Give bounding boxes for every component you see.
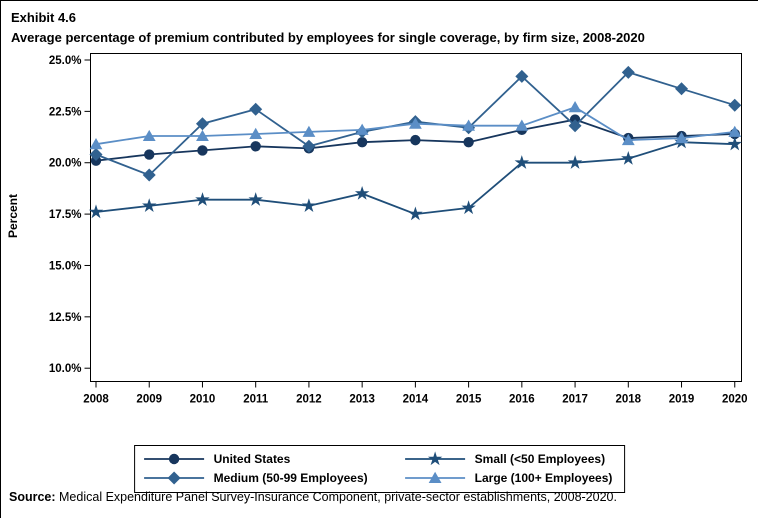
star-marker bbox=[88, 204, 104, 219]
legend-box: United States Small (<50 Employees) Medi… bbox=[133, 445, 626, 493]
y-tick-label: 20.0% bbox=[49, 158, 82, 170]
legend-item-medium-firms: Medium (50-99 Employees) bbox=[143, 470, 368, 486]
triangle-marker bbox=[408, 117, 422, 129]
triangle-marker bbox=[249, 127, 263, 139]
triangle-marker bbox=[428, 471, 442, 483]
star-marker bbox=[142, 198, 157, 212]
star-marker bbox=[195, 192, 210, 206]
triangle-marker bbox=[196, 129, 209, 142]
legend-label: Small (<50 Employees) bbox=[474, 452, 606, 466]
series-line bbox=[95, 141, 735, 216]
triangle-marker bbox=[462, 119, 476, 131]
exhibit-number: Exhibit 4.6 bbox=[11, 10, 77, 25]
triangle-marker bbox=[515, 119, 529, 131]
line-chart-plot: 10.0% 12.5% 15.0% 17.5% 20.0% 22.5% 25.0% 2008 2… bbox=[6, 53, 748, 406]
x-tick-label: 2017 bbox=[562, 394, 588, 406]
source-label: Source: bbox=[9, 490, 56, 504]
y-tick-label: 10.0% bbox=[49, 363, 82, 375]
x-tick-label: 2018 bbox=[616, 394, 642, 406]
triangle-marker bbox=[355, 123, 369, 135]
triangle-marker bbox=[568, 101, 582, 113]
diamond-marker bbox=[568, 119, 582, 133]
series-star bbox=[88, 134, 742, 221]
triangle-marker bbox=[675, 131, 688, 144]
circle-marker bbox=[463, 136, 474, 148]
plot-frame bbox=[90, 53, 742, 382]
series-triangle bbox=[89, 101, 742, 150]
x-tick-label: 2020 bbox=[722, 394, 748, 406]
diamond-marker bbox=[249, 102, 263, 116]
legend-item-small-firms: Small (<50 Employees) bbox=[404, 451, 613, 467]
x-tick-label: 2016 bbox=[509, 394, 535, 406]
star-marker bbox=[727, 136, 742, 151]
legend-label: Large (100+ Employees) bbox=[474, 471, 613, 485]
legend-label: Medium (50-99 Employees) bbox=[213, 471, 368, 485]
circle-marker bbox=[356, 136, 368, 148]
diamond-marker bbox=[515, 69, 529, 83]
star-marker bbox=[621, 151, 636, 165]
diamond-marker bbox=[167, 471, 181, 485]
triangle-marker bbox=[89, 138, 103, 150]
star-marker bbox=[567, 155, 583, 169]
diamond-marker bbox=[621, 65, 635, 79]
triangle-marker bbox=[302, 125, 316, 137]
x-tick-label: 2011 bbox=[243, 394, 269, 406]
triangle-marker-icon bbox=[404, 471, 465, 483]
x-tick-label: 2014 bbox=[403, 394, 429, 406]
triangle-marker bbox=[621, 133, 635, 146]
triangle-marker bbox=[142, 129, 156, 142]
x-tick-label: 2019 bbox=[669, 394, 695, 406]
y-tick-label: 17.5% bbox=[49, 209, 82, 221]
y-tick-label: 25.0% bbox=[49, 55, 82, 67]
source-text: Medical Expenditure Panel Survey-Insuran… bbox=[55, 490, 617, 504]
chart-title-block: Exhibit 4.6 Average percentage of premiu… bbox=[11, 8, 645, 47]
star-marker bbox=[301, 198, 317, 212]
x-tick-label: 2012 bbox=[296, 394, 322, 406]
diamond-marker bbox=[142, 168, 156, 182]
x-tick-label: 2010 bbox=[190, 394, 216, 406]
x-tick-label: 2015 bbox=[456, 394, 482, 406]
x-tick-label: 2008 bbox=[83, 394, 109, 406]
star-marker bbox=[408, 206, 423, 221]
circle-marker bbox=[410, 134, 421, 146]
x-tick-label: 2009 bbox=[136, 394, 162, 406]
source-note: Source: Medical Expenditure Panel Survey… bbox=[9, 490, 617, 504]
circle-marker bbox=[197, 145, 208, 156]
chart-title: Average percentage of premium contribute… bbox=[11, 29, 645, 45]
diamond-marker-icon bbox=[143, 471, 204, 485]
triangle-marker bbox=[728, 125, 742, 137]
diamond-marker bbox=[89, 148, 103, 162]
diamond-marker bbox=[675, 82, 689, 96]
y-tick-label: 22.5% bbox=[49, 106, 82, 118]
x-tick-label: 2013 bbox=[349, 394, 375, 406]
star-marker bbox=[248, 192, 263, 206]
circle-marker bbox=[250, 141, 261, 152]
star-marker bbox=[354, 186, 370, 200]
y-axis-label: Percent bbox=[6, 194, 20, 238]
y-tick-label: 12.5% bbox=[49, 312, 82, 324]
legend-item-large-firms: Large (100+ Employees) bbox=[404, 470, 613, 486]
diamond-marker bbox=[195, 117, 209, 131]
circle-marker bbox=[168, 453, 179, 465]
star-marker bbox=[514, 155, 530, 169]
star-marker-icon bbox=[404, 451, 465, 466]
star-marker bbox=[461, 200, 476, 215]
legend-item-united-states: United States bbox=[143, 451, 368, 467]
star-marker bbox=[427, 451, 442, 466]
circle-marker-icon bbox=[143, 453, 204, 465]
diamond-marker bbox=[302, 139, 316, 153]
legend-label: United States bbox=[213, 452, 291, 466]
diamond-marker bbox=[728, 98, 742, 112]
y-tick-label: 15.0% bbox=[49, 260, 82, 272]
circle-marker bbox=[144, 149, 155, 160]
